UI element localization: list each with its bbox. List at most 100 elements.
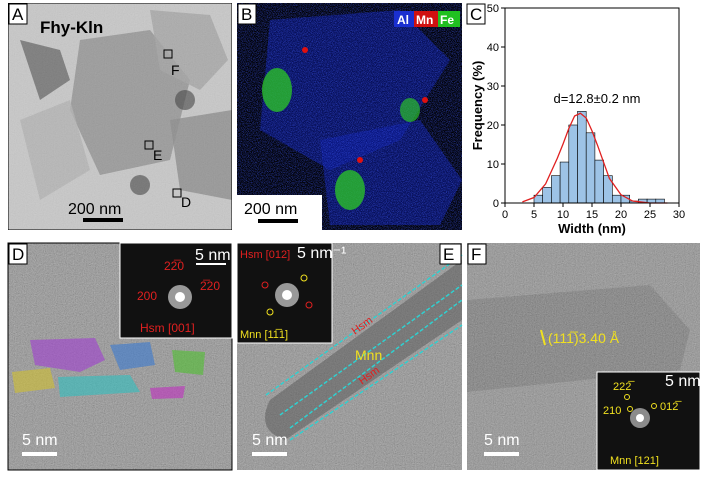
layer-label: Mnn [355,347,382,363]
marker: F [171,62,180,78]
fft-inset [119,242,233,339]
spot-label: 012̅ [660,401,682,413]
mn-spot [357,157,363,163]
y-tick-label: 10 [487,159,499,171]
panel-label-box [237,3,257,25]
scale-bar-box [237,195,322,230]
texture [8,3,232,230]
x-tick-label: 20 [615,209,627,221]
inset-scale: 5 nm⁻¹ [195,247,244,264]
y-axis-label: Frequency (%) [470,61,485,151]
legend-entry: Mn [416,13,433,27]
scale-bar-label: 200 nm [68,201,121,218]
scale-bar-label: 5 nm [252,432,288,449]
domain [30,338,105,372]
domain [150,386,185,399]
y-tick-label: 20 [487,120,499,132]
annotation: d=12.8±0.2 nm [553,91,640,106]
scale-bar [252,452,287,456]
x-axis-label: Width (nm) [558,221,626,236]
bar [594,159,604,204]
domain [172,350,205,375]
zone-axis: Hsm [012] [240,249,290,261]
panel-label: E [443,245,454,264]
spot-label: 2̅20 [200,279,220,293]
panel-a: A Fhy-Kln F E D 200 nm [8,3,232,230]
spot-label: 22̅0 [164,259,184,273]
y-tick-label: 40 [487,42,499,54]
panel-label: A [12,5,24,24]
x-tick-label: 25 [644,209,656,221]
y-tick-label: 50 [487,3,499,15]
panel-f: F (111̅)3.40 Å 5 nm⁻¹ 222̅ 210 012̅ Mnn … [467,243,702,471]
lattice-marker [540,329,546,346]
scale-bar-label: 200 nm [244,201,297,218]
fft-inset [596,371,701,471]
marker-box [172,188,182,198]
x-tick-label: 10 [557,209,569,221]
scale-bar [22,452,57,456]
domain [12,368,55,393]
domain [110,342,155,370]
scale-bar [484,452,519,456]
panel-d: D 5 nm⁻¹ 22̅0 200 2̅20 Hsm [001] 5 nm [7,242,244,471]
fe-region [262,68,292,112]
bar [577,111,587,204]
panel-e: Hsm Mnn Hsm E Hsm [012] 5 nm⁻¹ Mnn [11̅1… [236,242,463,470]
lattice-spacing: (111̅)3.40 Å [548,330,620,346]
fe-region [400,98,420,122]
inset-scale: 5 nm⁻¹ [665,373,702,390]
inset-scale: 5 nm⁻¹ [297,245,346,262]
spot-label: 210 [603,405,621,417]
legend-swatch [394,11,414,27]
domain [58,375,140,397]
x-tick-label: 5 [531,209,537,221]
panel-label-box [439,243,462,265]
panel-label-box [467,243,487,265]
legend-entry: Fe [440,13,454,27]
x-tick-label: 15 [586,209,598,221]
zone-axis: Mnn [11̅1] [240,329,288,341]
bar [559,161,570,204]
scale-bar [83,218,123,222]
marker: D [181,194,191,210]
y-tick-label: 0 [493,198,499,210]
x-tick-label: 0 [502,209,508,221]
spot-label: 222̅ [613,381,635,393]
panel-label: C [470,5,482,24]
sample-name: Fhy-Kln [40,18,103,37]
scale-bar [258,219,298,223]
marker: E [153,147,162,163]
legend-swatch [438,11,460,27]
panel-label-box [466,3,486,25]
panel-label: F [471,245,481,264]
panel-label-box [8,3,28,25]
panel-b: B Al Mn Fe 200 nm [237,3,462,230]
mn-spot [422,97,428,103]
nanorod [265,260,462,440]
panel-label-box [8,243,28,265]
scale-bar-label: 5 nm [22,432,58,449]
bar [611,194,622,204]
marker-box [163,49,173,59]
x-tick-label: 30 [673,209,685,221]
legend-entry: Al [397,13,409,27]
scale-bar-label: 5 nm [484,432,520,449]
bar [585,132,596,204]
panel-c: C 0 5 10 15 20 25 30 0 10 20 30 40 50 Width (nm) Frequ… [466,3,685,236]
zone-axis: Mnn [121] [610,455,659,467]
fe-region [335,170,365,210]
panel-label: B [241,5,252,24]
y-tick-label: 30 [487,81,499,93]
fft-inset [236,242,333,344]
bar [551,175,561,204]
mn-spot [302,47,308,53]
zone-axis: Hsm [001] [140,321,195,335]
bar [542,187,552,204]
marker-box [144,140,154,150]
legend-swatch [414,11,438,27]
bar [568,124,578,204]
panel-label: D [12,245,24,264]
spot-label: 200 [137,289,157,303]
